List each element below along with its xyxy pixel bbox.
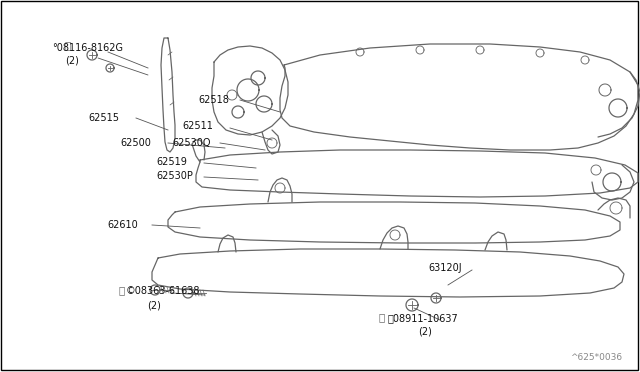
Text: 62518: 62518 bbox=[198, 95, 229, 105]
Text: (2): (2) bbox=[65, 55, 79, 65]
Text: ⓝ08911-10637: ⓝ08911-10637 bbox=[388, 313, 459, 323]
Text: Ⓑ: Ⓑ bbox=[65, 40, 71, 50]
Text: 62515: 62515 bbox=[88, 113, 119, 123]
Text: °08116-8162G: °08116-8162G bbox=[52, 43, 123, 53]
Text: (2): (2) bbox=[147, 300, 161, 310]
Text: 62530P: 62530P bbox=[156, 171, 193, 181]
Text: 62511: 62511 bbox=[182, 121, 213, 131]
Text: 62500: 62500 bbox=[120, 138, 151, 148]
Text: Ⓝ: Ⓝ bbox=[379, 312, 385, 322]
Text: 62530Q: 62530Q bbox=[172, 138, 211, 148]
Text: 62610: 62610 bbox=[107, 220, 138, 230]
Text: 62519: 62519 bbox=[156, 157, 187, 167]
Text: 63120J: 63120J bbox=[428, 263, 461, 273]
Text: ©08363-61638: ©08363-61638 bbox=[126, 286, 200, 296]
Text: ^625*0036: ^625*0036 bbox=[570, 353, 622, 362]
Text: Ⓢ: Ⓢ bbox=[119, 285, 125, 295]
Text: (2): (2) bbox=[418, 327, 432, 337]
